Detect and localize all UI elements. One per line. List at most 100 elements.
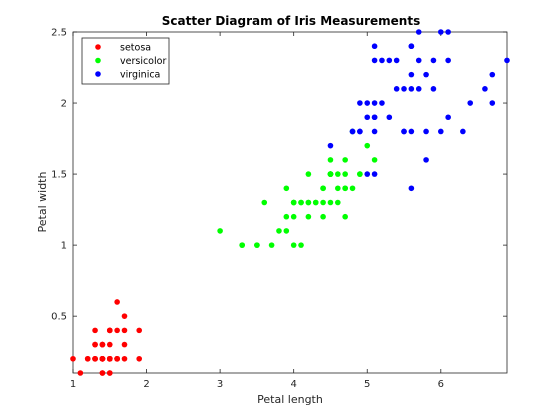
data-point-setosa [106,341,113,348]
data-point-virginica [415,86,422,92]
x-tick-label: 3 [217,379,223,390]
data-point-virginica [371,128,378,135]
legend: setosa versicolor virginica [81,37,170,85]
data-point-setosa [106,355,113,362]
x-tick-label: 5 [364,379,370,390]
data-point-versicolor [283,228,290,234]
data-point-setosa [77,370,84,376]
data-point-virginica [445,57,451,64]
data-point-virginica [408,128,415,135]
data-point-virginica [379,100,385,106]
data-point-virginica [445,29,451,35]
data-point-setosa [114,299,120,305]
data-point-versicolor [290,199,297,206]
data-point-virginica [423,128,429,135]
data-point-setosa [70,355,76,362]
data-point-versicolor [305,199,312,206]
data-point-virginica [430,57,437,64]
data-point-versicolor [239,242,245,248]
axis-ticks: 1 2 3 4 5 6 0.5 1 1.5 2 2.5 [51,28,507,390]
data-point-virginica [408,71,415,78]
data-point-versicolor [320,199,326,206]
data-point-versicolor [276,228,282,234]
data-point-setosa [106,370,113,376]
data-point-versicolor [305,213,312,220]
data-point-virginica [415,29,422,35]
data-point-virginica [408,43,415,50]
data-point-versicolor [320,213,326,220]
data-point-virginica [408,86,415,92]
x-tick-label: 4 [290,379,296,390]
y-tick-label: 0.5 [51,312,67,323]
data-point-virginica [430,86,437,92]
data-point-setosa [106,327,113,334]
y-axis-label: Petal width [36,172,49,233]
data-point-virginica [371,171,378,177]
data-point-versicolor [335,171,341,177]
data-points [70,29,510,376]
chart-title: Scatter Diagram of Iris Measurements [162,14,420,28]
data-point-virginica [371,114,378,121]
data-point-virginica [437,128,444,135]
data-point-virginica [423,157,429,163]
data-point-virginica [386,114,393,121]
data-point-virginica [415,57,422,64]
data-point-virginica [401,86,407,92]
data-point-setosa [136,355,143,362]
data-point-versicolor [254,242,260,248]
data-point-virginica [379,57,385,64]
data-point-virginica [327,142,334,149]
data-point-versicolor [349,185,356,192]
data-point-versicolor [342,157,348,163]
data-point-virginica [393,57,400,64]
data-point-virginica [408,185,415,192]
y-tick-label: 2.5 [51,28,67,39]
data-point-virginica [437,29,444,35]
data-point-setosa [121,313,128,319]
legend-label-versicolor: versicolor [120,56,166,67]
data-point-virginica [349,128,356,135]
data-point-versicolor [217,228,223,234]
legend-label-virginica: virginica [120,70,160,81]
data-point-virginica [364,114,371,121]
data-point-versicolor [298,242,304,248]
data-point-virginica [482,86,488,92]
data-point-virginica [364,171,371,177]
y-tick-label: 1 [61,241,67,252]
x-tick-label: 2 [143,379,149,390]
data-point-virginica [371,100,378,106]
legend-marker-virginica [95,71,101,77]
data-point-virginica [401,128,407,135]
data-point-virginica [504,57,510,64]
data-point-virginica [393,86,400,92]
legend-label-setosa: setosa [120,43,151,54]
data-point-versicolor [342,171,348,177]
data-point-versicolor [320,185,326,192]
x-tick-label: 6 [438,379,444,390]
data-point-virginica [423,71,429,78]
data-point-versicolor [298,199,304,206]
data-point-versicolor [327,157,334,163]
data-point-versicolor [312,199,319,206]
data-point-versicolor [364,142,371,149]
data-point-versicolor [335,185,341,192]
data-point-virginica [364,100,371,106]
data-point-versicolor [290,242,297,248]
data-point-versicolor [327,199,334,206]
data-point-setosa [84,355,91,362]
data-point-versicolor [357,171,363,177]
x-tick-label: 1 [70,379,76,390]
legend-marker-versicolor [95,57,101,64]
data-point-setosa [92,327,98,334]
legend-marker-setosa [95,44,101,50]
data-point-setosa [121,355,128,362]
data-point-setosa [121,341,128,348]
data-point-versicolor [342,185,348,192]
data-point-setosa [121,327,128,334]
data-point-virginica [460,128,466,135]
data-point-virginica [357,100,363,106]
data-point-setosa [99,355,106,362]
data-point-virginica [371,57,378,64]
data-point-virginica [386,57,393,64]
